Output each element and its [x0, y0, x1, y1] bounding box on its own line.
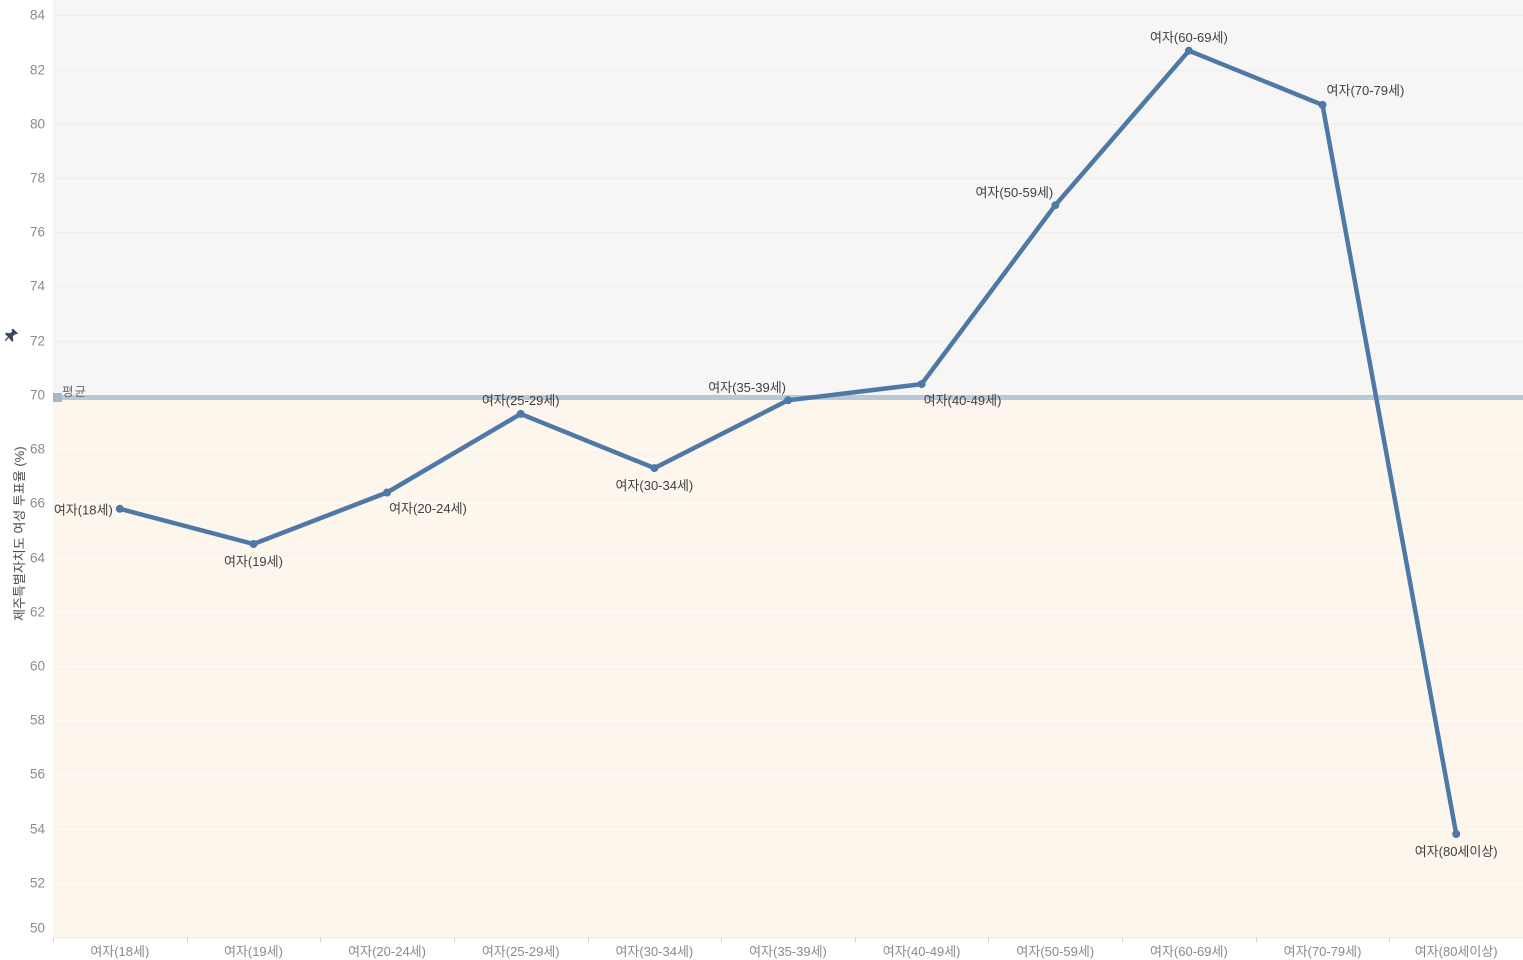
- y-tick-label-84: 84: [29, 7, 45, 23]
- x-tick-label-8[interactable]: 여자(60-69세): [1150, 944, 1228, 959]
- y-axis-title: 제주특별자치도 여성 투표율 (%): [12, 446, 27, 621]
- x-tick-label-3[interactable]: 여자(25-29세): [481, 944, 560, 959]
- average-line-handle[interactable]: [53, 393, 62, 403]
- point-label-4: 여자(30-34세): [615, 478, 694, 494]
- x-axis-tick: [721, 937, 723, 942]
- point-label-2: 여자(20-24세): [389, 501, 467, 517]
- y-tick-label-60: 60: [29, 658, 45, 674]
- x-tick-label-6[interactable]: 여자(40-49세): [882, 944, 961, 959]
- y-tick-label-64: 64: [29, 550, 45, 566]
- gridline-66: [53, 503, 1523, 505]
- point-label-9: 여자(70-79세): [1326, 82, 1405, 98]
- x-tick-label-7[interactable]: 여자(50-59세): [1016, 944, 1095, 959]
- point-label-5: 여자(35-39세): [708, 380, 786, 396]
- x-axis-tick: [53, 937, 54, 942]
- gridline-60: [53, 665, 1523, 667]
- data-point-9[interactable]: [1318, 100, 1327, 109]
- data-point-7[interactable]: [1051, 201, 1060, 210]
- x-tick-label-2[interactable]: 여자(20-24세): [348, 944, 426, 959]
- y-tick-label-82: 82: [29, 62, 45, 78]
- series-path: [117, 48, 1459, 837]
- x-axis-tick: [1255, 937, 1257, 942]
- data-point-3[interactable]: [516, 409, 525, 418]
- plot-area: 평균 여자(18세) 여자(19세) 여자(20-24세) 여자(25-29세) 여자(…: [53, 0, 1523, 938]
- x-axis-tick: [1122, 937, 1124, 942]
- y-tick-label-74: 74: [29, 278, 45, 294]
- y-tick-label-66: 66: [29, 495, 45, 511]
- y-tick-label-62: 62: [29, 604, 45, 620]
- data-point-1[interactable]: [249, 540, 258, 548]
- data-point-0[interactable]: [115, 504, 124, 513]
- y-tick-label-70: 70: [29, 387, 45, 403]
- y-tick-label-78: 78: [29, 170, 45, 186]
- x-tick-label-4[interactable]: 여자(30-34세): [615, 944, 694, 959]
- x-tick-label-9[interactable]: 여자(70-79세): [1283, 944, 1362, 959]
- x-tick-label-10[interactable]: 여자(80세이상): [1414, 944, 1498, 959]
- point-label-10: 여자(80세이상): [1414, 844, 1498, 859]
- x-axis-tick: [1389, 937, 1391, 942]
- point-label-8: 여자(60-69세): [1150, 29, 1228, 45]
- x-axis-tick: [320, 937, 322, 942]
- x-axis-tick: [453, 937, 455, 942]
- x-tick-label-0[interactable]: 여자(18세): [90, 944, 150, 959]
- gridline-54: [53, 828, 1523, 830]
- data-point-5[interactable]: [784, 396, 792, 405]
- point-label-1: 여자(19세): [223, 553, 283, 569]
- data-point-6[interactable]: [917, 380, 926, 389]
- point-label-6: 여자(40-49세): [923, 393, 1002, 409]
- data-point-10[interactable]: [1452, 830, 1461, 838]
- x-tick-label-1[interactable]: 여자(19세): [223, 944, 283, 959]
- x-axis-tick: [587, 937, 589, 942]
- pin-icon[interactable]: [3, 327, 20, 344]
- gridline-52: [53, 882, 1523, 884]
- gridline-64: [53, 557, 1523, 559]
- y-tick-label-52: 52: [29, 875, 45, 891]
- gridline-58: [53, 720, 1523, 722]
- y-tick-label-50: 50: [29, 920, 45, 936]
- y-tick-label-58: 58: [29, 712, 45, 728]
- point-label-0: 여자(18세): [53, 502, 113, 518]
- above-average-band: [53, 0, 1523, 396]
- series-line: [115, 46, 1461, 838]
- point-label-3: 여자(25-29세): [481, 392, 560, 408]
- x-tick-label-5[interactable]: 여자(35-39세): [749, 944, 827, 959]
- below-average-band: [53, 399, 1523, 937]
- data-point-2[interactable]: [383, 488, 392, 497]
- x-axis-tick: [186, 937, 188, 942]
- y-tick-label-80: 80: [29, 116, 45, 132]
- point-label-7: 여자(50-59세): [975, 185, 1054, 201]
- y-tick-label-72: 72: [29, 333, 45, 349]
- y-tick-label-54: 54: [29, 821, 45, 837]
- gridline-62: [53, 611, 1523, 613]
- y-tick-label-56: 56: [29, 766, 45, 782]
- x-axis-tick: [988, 937, 990, 942]
- data-point-4[interactable]: [650, 464, 659, 473]
- average-line-label: 평균: [62, 384, 88, 399]
- gridline-56: [53, 774, 1523, 776]
- y-tick-label-76: 76: [29, 224, 45, 240]
- y-tick-label-68: 68: [29, 441, 45, 457]
- data-point-8[interactable]: [1184, 46, 1193, 55]
- x-axis-tick: [854, 937, 856, 942]
- gridline-68: [53, 449, 1523, 451]
